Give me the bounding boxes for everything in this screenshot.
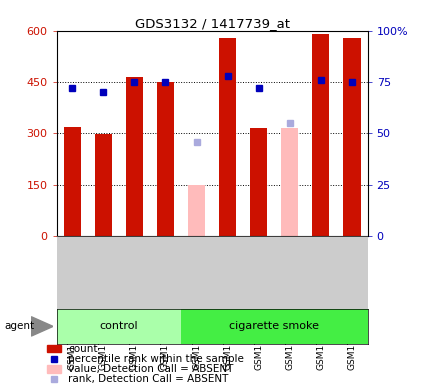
Polygon shape bbox=[31, 317, 53, 336]
Text: agent: agent bbox=[4, 321, 34, 331]
Bar bbox=[187, 185, 204, 236]
Text: percentile rank within the sample: percentile rank within the sample bbox=[68, 354, 244, 364]
Bar bbox=[56, 309, 181, 344]
Bar bbox=[157, 82, 174, 236]
Title: GDS3132 / 1417739_at: GDS3132 / 1417739_at bbox=[134, 17, 289, 30]
Bar bbox=[250, 128, 266, 236]
Bar bbox=[343, 38, 360, 236]
Bar bbox=[125, 77, 142, 236]
Bar bbox=[47, 365, 61, 372]
Text: control: control bbox=[99, 321, 138, 331]
Bar bbox=[312, 34, 329, 236]
Bar bbox=[47, 345, 61, 353]
Text: rank, Detection Call = ABSENT: rank, Detection Call = ABSENT bbox=[68, 374, 228, 384]
Text: count: count bbox=[68, 344, 98, 354]
Bar bbox=[95, 134, 112, 236]
Bar bbox=[219, 38, 236, 236]
Text: cigarette smoke: cigarette smoke bbox=[229, 321, 319, 331]
Bar bbox=[281, 128, 298, 236]
Text: value, Detection Call = ABSENT: value, Detection Call = ABSENT bbox=[68, 364, 233, 374]
Bar bbox=[181, 309, 367, 344]
Bar bbox=[63, 127, 80, 236]
